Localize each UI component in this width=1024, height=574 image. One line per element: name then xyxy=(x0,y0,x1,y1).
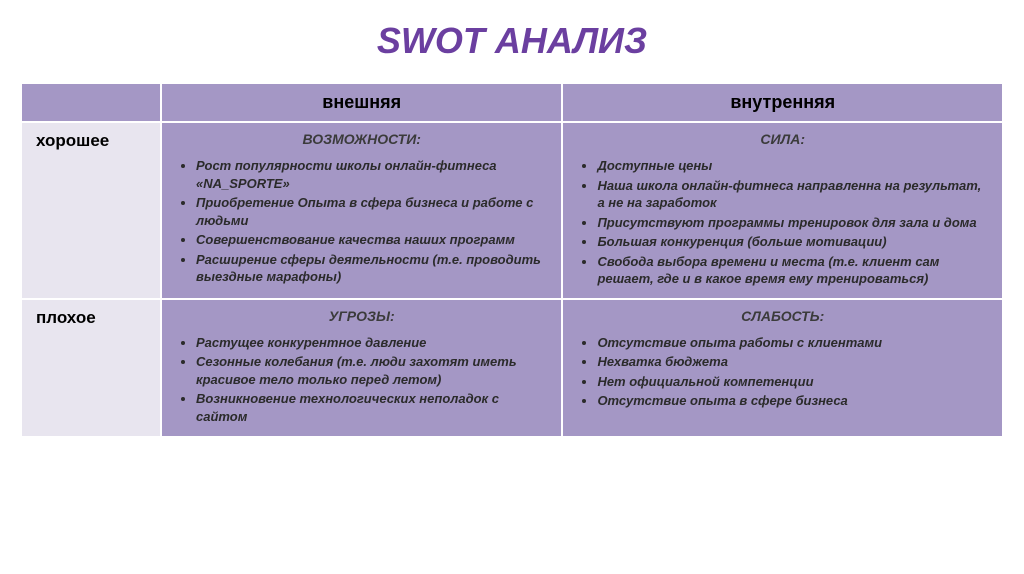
list-item: Приобретение Опыта в сфера бизнеса и раб… xyxy=(196,194,547,229)
threats-title: УГРОЗЫ: xyxy=(176,308,547,324)
row-label-bad: плохое xyxy=(21,299,161,437)
cell-opportunities: ВОЗМОЖНОСТИ: Рост популярности школы онл… xyxy=(161,122,562,299)
list-item: Сезонные колебания (т.е. люди захотят им… xyxy=(196,353,547,388)
row-label-good: хорошее xyxy=(21,122,161,299)
header-internal: внутренняя xyxy=(562,83,1003,122)
list-item: Растущее конкурентное давление xyxy=(196,334,547,352)
weaknesses-title: СЛАБОСТЬ: xyxy=(577,308,988,324)
list-item: Отсутствие опыта в сфере бизнеса xyxy=(597,392,988,410)
list-item: Совершенствование качества наших програм… xyxy=(196,231,547,249)
list-item: Доступные цены xyxy=(597,157,988,175)
list-item: Свобода выбора времени и места (т.е. кли… xyxy=(597,253,988,288)
threats-list: Растущее конкурентное давлениеСезонные к… xyxy=(176,334,547,426)
list-item: Присутствуют программы тренировок для за… xyxy=(597,214,988,232)
opportunities-list: Рост популярности школы онлайн-фитнеса «… xyxy=(176,157,547,286)
cell-weaknesses: СЛАБОСТЬ: Отсутствие опыта работы с клие… xyxy=(562,299,1003,437)
list-item: Нет официальной компетенции xyxy=(597,373,988,391)
header-external: внешняя xyxy=(161,83,562,122)
swot-table: внешняя внутренняя хорошее ВОЗМОЖНОСТИ: … xyxy=(20,82,1004,438)
list-item: Наша школа онлайн-фитнеса направленна на… xyxy=(597,177,988,212)
page-title: SWOT АНАЛИЗ xyxy=(20,20,1004,62)
cell-threats: УГРОЗЫ: Растущее конкурентное давлениеСе… xyxy=(161,299,562,437)
strengths-title: СИЛА: xyxy=(577,131,988,147)
weaknesses-list: Отсутствие опыта работы с клиентамиНехва… xyxy=(577,334,988,410)
list-item: Большая конкуренция (больше мотивации) xyxy=(597,233,988,251)
list-item: Рост популярности школы онлайн-фитнеса «… xyxy=(196,157,547,192)
header-empty xyxy=(21,83,161,122)
strengths-list: Доступные цены Наша школа онлайн-фитнеса … xyxy=(577,157,988,288)
list-item: Нехватка бюджета xyxy=(597,353,988,371)
list-item: Возникновение технологических неполадок … xyxy=(196,390,547,425)
opportunities-title: ВОЗМОЖНОСТИ: xyxy=(176,131,547,147)
cell-strengths: СИЛА: Доступные цены Наша школа онлайн-фи… xyxy=(562,122,1003,299)
list-item: Расширение сферы деятельности (т.е. пров… xyxy=(196,251,547,286)
list-item: Отсутствие опыта работы с клиентами xyxy=(597,334,988,352)
